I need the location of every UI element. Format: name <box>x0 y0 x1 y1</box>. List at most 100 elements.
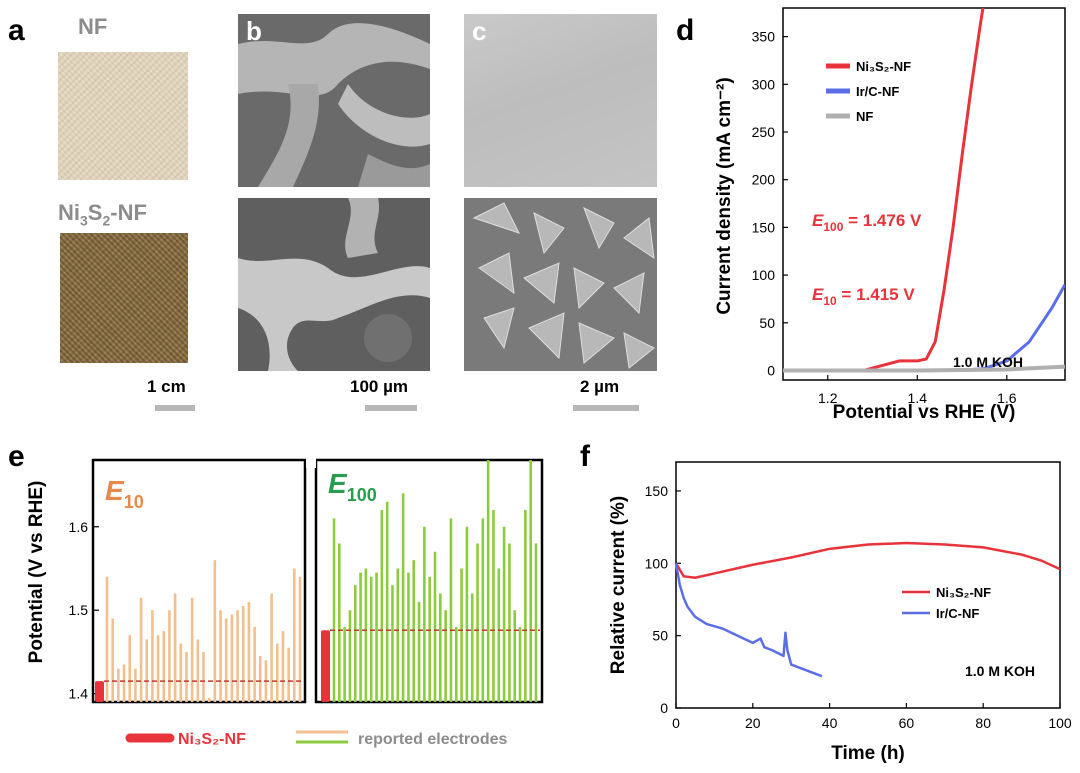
legend-label-irc-f: Ir/C-NF <box>936 606 979 621</box>
reported-electrode-bar <box>111 618 114 702</box>
reported-electrode-bar <box>162 631 166 702</box>
reported-electrode-bar <box>518 626 522 702</box>
chart-d-ytick-label: 50 <box>759 315 775 331</box>
chart-e-frame-1 <box>91 458 307 704</box>
reported-electrode-bar <box>460 568 463 702</box>
scale-bar-c <box>573 405 639 411</box>
reported-electrode-bar <box>417 601 421 702</box>
chart-f-xtick-label: 60 <box>899 715 915 731</box>
reported-electrode-bar <box>407 572 410 702</box>
chart-e-group2-title: E100 <box>328 468 377 505</box>
series-ni3s2-stability-line <box>674 541 1061 580</box>
reported-electrode-bar <box>270 593 273 702</box>
sem-nf-low-mag <box>238 14 430 187</box>
sem-nf-high-mag <box>464 14 657 187</box>
reported-electrode-bar <box>486 460 490 702</box>
reported-electrode-bar <box>287 647 290 702</box>
reported-electrode-bar <box>401 493 405 702</box>
reported-electrode-bar <box>236 610 239 702</box>
chart-d-ytick-label: 200 <box>752 172 776 188</box>
ni3s2-nf-photo <box>60 233 188 363</box>
reported-electrode-bar <box>117 668 120 702</box>
reported-electrode-bar <box>190 597 194 702</box>
reported-electrode-bar <box>428 576 431 702</box>
reported-electrode-bar <box>348 610 352 702</box>
reported-electrode-bar <box>202 651 205 702</box>
panel-letter-a: a <box>8 14 25 47</box>
chart-f-ylabel: Relative current (%) <box>608 496 629 674</box>
annotation-electrolyte-f: 1.0 M KOH <box>965 663 1035 679</box>
legend-label-ni3s2: Ni₃S₂-NF <box>856 59 911 74</box>
chart-f-xtick-label: 0 <box>672 715 680 731</box>
legend-label-reported: reported electrodes <box>358 731 507 748</box>
reported-electrode-bar <box>207 697 211 702</box>
chart-d-xtick-label: 1.4 <box>908 390 928 406</box>
nf-label: NF <box>78 14 108 39</box>
reported-electrode-bar <box>353 585 357 702</box>
chart-f-xtick-label: 80 <box>975 715 991 731</box>
chart-f: 0 20 40 60 80 100 0 50 100 150 Relative current (… <box>608 461 1072 764</box>
reported-electrode-bar <box>139 597 143 702</box>
reported-electrode-bar <box>364 568 368 702</box>
reported-electrode-bar <box>412 560 416 702</box>
reported-electrode-bar <box>465 526 469 702</box>
reported-electrode-bar <box>481 518 485 702</box>
chart-f-ytick-label: 50 <box>652 628 668 644</box>
reported-electrode-bar <box>332 518 336 702</box>
panel-letter-e: e <box>8 440 25 473</box>
ni3s2-bar <box>321 630 330 702</box>
sem-ni3s2-high-mag <box>464 198 657 371</box>
reported-electrode-bar <box>524 510 527 702</box>
scale-bar-a <box>155 405 195 411</box>
chart-e-group1-title: E10 <box>105 475 144 512</box>
chart-d-xtick-label: 1.2 <box>818 390 838 406</box>
reported-electrode-bar <box>122 664 126 702</box>
reported-electrode-bar <box>185 651 188 702</box>
reported-electrode-bar <box>497 568 501 702</box>
chart-d-legend: Ni₃S₂-NF Ir/C-NF NF <box>826 59 911 124</box>
chart-d-ytick-label: 350 <box>752 29 776 45</box>
chart-d-ytick-label: 150 <box>752 219 776 235</box>
chart-f-xtick-label: 40 <box>822 715 838 731</box>
legend-label-ni3s2-e: Ni₃S₂-NF <box>178 731 246 748</box>
reported-electrode-bar <box>369 576 373 702</box>
chart-d-frame <box>782 7 1066 381</box>
reported-electrode-bar <box>529 460 532 702</box>
reported-electrode-bar <box>134 668 137 702</box>
chart-e: 1.41.51.6 Potential (V vs RHE) E10 E100 … <box>26 452 544 748</box>
panel-letter-f: f <box>580 440 590 473</box>
series-ni3s2-line <box>783 8 985 372</box>
chart-d-ytick-label: 300 <box>752 76 776 92</box>
reported-electrode-bar <box>219 610 222 702</box>
chart-e-ylabel: Potential (V vs RHE) <box>26 481 47 664</box>
reported-electrode-bar <box>156 635 160 702</box>
reported-electrode-bar <box>224 618 228 702</box>
reported-electrode-bar <box>230 614 234 702</box>
panel-letter-d: d <box>676 14 695 47</box>
reported-electrode-bar <box>444 610 447 702</box>
chart-d-ylabel: Current density (mA cm⁻²) <box>714 77 735 314</box>
chart-d: 1.2 1.4 1.6 0 50 100 150 200 250 300 350 Current d… <box>714 7 1066 423</box>
annotation-e100: E100 = 1.476 V <box>812 211 922 234</box>
reported-electrode-bar <box>423 526 426 702</box>
reported-electrode-bar <box>253 626 256 702</box>
reported-electrode-bar <box>391 585 394 702</box>
panel-letter-b: b <box>246 16 262 46</box>
reported-electrode-bar <box>338 543 341 702</box>
reported-electrode-bar <box>145 639 149 702</box>
chart-e-ytick-label: 1.5 <box>69 602 89 618</box>
chart-f-frame <box>675 461 1061 709</box>
reported-electrode-bar <box>179 643 183 702</box>
reported-electrode-bar <box>213 560 217 702</box>
reported-electrode-bar <box>281 631 285 702</box>
reported-electrode-bar <box>380 510 384 702</box>
chart-f-xlabel: Time (h) <box>831 743 905 764</box>
chart-d-xtick-label: 1.6 <box>997 390 1017 406</box>
scale-label-c: 2 µm <box>580 377 620 396</box>
chart-f-ytick-label: 100 <box>645 555 669 571</box>
reported-electrode-bar <box>105 576 109 702</box>
reported-electrode-bar <box>470 593 474 702</box>
series-nf-line <box>783 364 1065 373</box>
reported-electrode-bar <box>375 572 378 702</box>
legend-label-ni3s2-f: Ni₃S₂-NF <box>936 585 991 600</box>
